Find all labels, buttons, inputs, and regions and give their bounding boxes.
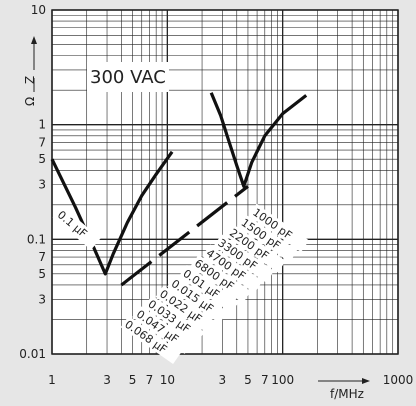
voltage-box [87,62,169,92]
label-backing [237,214,298,263]
plot-frame [51,9,399,355]
y-tick-label: 5 [38,152,46,166]
label-backing [213,234,275,283]
label-backing [190,254,251,303]
y-tick-label: 5 [38,267,46,281]
x-axis-label: f/MHz [330,387,364,401]
label-backing [143,295,205,344]
x-tick-label: 3 [103,373,111,387]
x-tick-label: 7 [146,373,154,387]
x-tick-label: 100 [271,373,294,387]
label-backing [248,203,310,253]
x-tick-label: 1 [48,373,56,387]
capacitor-band-line [120,185,249,287]
x-tick-label: 5 [244,373,252,387]
y-tick-label: 10 [31,3,46,17]
y-tick-label: 3 [38,292,46,306]
axis-frame [51,9,399,355]
y-axis-label-top: Z [23,76,37,84]
voltage-label: 300 VAC [90,67,166,88]
label-backing [132,305,193,354]
y-tick-label: 0.1 [27,232,46,246]
label-backing [52,206,101,250]
y-tick-label: 0.01 [19,347,46,361]
x-axis-arrowhead [362,378,370,384]
y-tick-label: 7 [38,250,46,264]
series-line-1 [50,150,174,276]
label-backing [155,285,216,334]
x-tick-label: 5 [129,373,137,387]
x-tick-label: 3 [219,373,227,387]
x-tick-label: 1000 [383,373,414,387]
series-layer [50,92,308,276]
x-tick-label: 7 [261,373,269,387]
y-axis-label-bottom: Ω [23,97,37,106]
y-tick-label: 3 [38,178,46,192]
series-line-2 [209,92,308,188]
x-tick-label: 10 [160,373,175,387]
y-axis-arrowhead [31,36,37,44]
y-tick-label: 1 [38,118,46,132]
label-backing [120,315,182,365]
label-backing [178,264,240,314]
label-backing [202,244,263,293]
label-backing [225,224,286,273]
y-tick-label: 7 [38,135,46,149]
label-backing [167,275,228,324]
